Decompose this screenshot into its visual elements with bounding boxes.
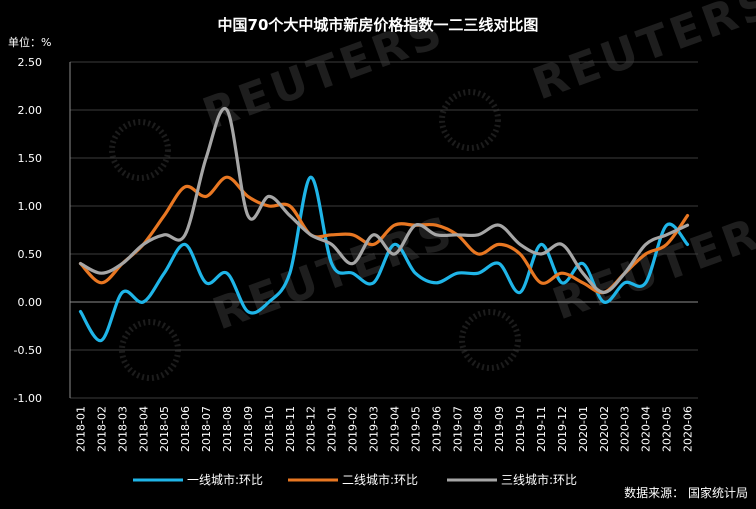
x-tick-label: 2020-01: [577, 406, 590, 452]
unit-label: 单位：%: [8, 35, 51, 49]
y-tick-label: 2.00: [18, 104, 43, 117]
x-tick-label: 2020-03: [619, 406, 632, 452]
x-tick-label: 2018-10: [263, 406, 276, 452]
x-tick-label: 2019-06: [430, 406, 443, 452]
x-tick-label: 2018-08: [221, 406, 234, 452]
watermark-logo: [459, 309, 521, 371]
legend-label: 三线城市:环比: [501, 472, 577, 487]
x-tick-label: 2018-01: [74, 406, 87, 452]
y-tick-label: 1.00: [18, 200, 43, 213]
x-tick-label: 2019-09: [493, 406, 506, 452]
x-tick-label: 2019-08: [472, 406, 485, 452]
series-line-2: [78, 175, 690, 295]
x-tick-label: 2018-05: [158, 406, 171, 452]
x-tick-label: 2020-05: [661, 406, 674, 452]
x-tick-label: 2019-02: [347, 406, 360, 452]
x-tick-label: 2018-03: [116, 406, 129, 452]
y-axis-ticks: 2.50 2.00 1.50 1.00 0.50 0.00 -0.50 -1.00: [14, 56, 42, 405]
x-tick-label: 2018-04: [137, 406, 150, 452]
series-lines: [78, 106, 690, 343]
x-tick-label: 2018-12: [305, 406, 318, 452]
x-tick-label: 2018-02: [95, 406, 108, 452]
chart-title: 中国70个大中城市新房价格指数一二三线对比图: [218, 16, 539, 34]
x-tick-label: 2019-12: [556, 406, 569, 452]
y-tick-label: 0.50: [18, 248, 43, 261]
x-tick-label: 2018-11: [284, 406, 297, 452]
y-tick-label: 0.00: [18, 296, 43, 309]
x-tick-label: 2019-05: [409, 406, 422, 452]
watermark-logo: [109, 119, 171, 181]
x-tick-label: 2019-01: [326, 406, 339, 452]
x-tick-label: 2018-07: [200, 406, 213, 452]
y-tick-label: -1.00: [14, 392, 42, 405]
legend-label: 一线城市:环比: [187, 472, 263, 487]
x-axis-ticks: 2018-01 2018-02 2018-03 2018-04 2018-05 2018-…: [74, 406, 694, 452]
watermark-text: REUTERS: [526, 0, 756, 110]
series-line-1: [78, 175, 690, 343]
x-tick-label: 2019-11: [535, 406, 548, 452]
series-line-3: [78, 106, 690, 294]
watermark-logo: [439, 89, 501, 151]
x-tick-label: 2019-04: [388, 406, 401, 452]
x-tick-label: 2020-02: [598, 406, 611, 452]
x-tick-label: 2019-03: [368, 406, 381, 452]
x-tick-label: 2020-04: [640, 406, 653, 452]
x-tick-label: 2020-06: [682, 406, 695, 452]
data-source: 数据来源： 国家统计局: [624, 485, 748, 500]
y-tick-label: 1.50: [18, 152, 43, 165]
y-tick-label: 2.50: [18, 56, 43, 69]
x-tick-label: 2018-09: [242, 406, 255, 452]
legend: 一线城市:环比 二线城市:环比 三线城市:环比: [133, 472, 577, 487]
y-tick-label: -0.50: [14, 344, 42, 357]
x-tick-label: 2019-07: [451, 406, 464, 452]
legend-label: 二线城市:环比: [342, 472, 418, 487]
x-tick-label: 2019-10: [514, 406, 527, 452]
x-tick-label: 2018-06: [179, 406, 192, 452]
